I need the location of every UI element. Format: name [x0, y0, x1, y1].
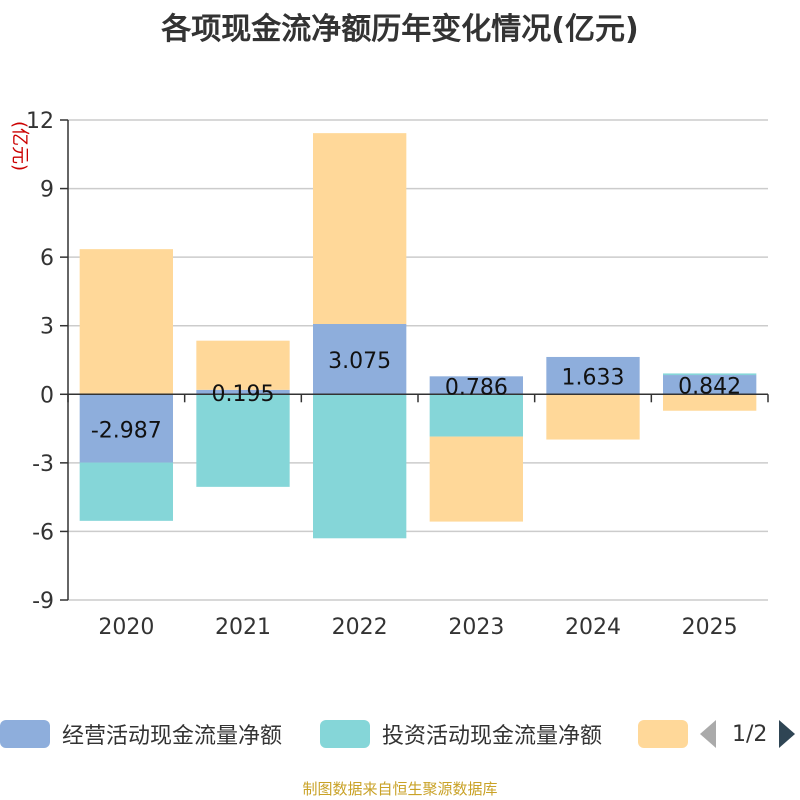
data-label: 3.075	[328, 349, 391, 374]
y-axis-label: (亿元)	[9, 121, 30, 171]
y-tick-label: 9	[40, 178, 54, 203]
bar-operating-2020	[79, 394, 173, 463]
pager-page-indicator: 1/2	[732, 721, 768, 747]
legend-item-operating[interactable]: 经营活动现金流量净额	[0, 716, 282, 752]
y-tick-label: -6	[32, 520, 54, 545]
bar-operating-2023	[429, 376, 523, 395]
x-tick-label: 2021	[215, 615, 271, 640]
data-label: 1.633	[562, 366, 625, 391]
bar-operating-2024	[546, 356, 640, 395]
data-label: 0.786	[445, 375, 508, 400]
legend-item-investing[interactable]: 投资活动现金流量净额	[320, 716, 602, 752]
bar-financing-2023	[429, 436, 523, 522]
data-label: -2.987	[91, 418, 162, 443]
data-label: 0.195	[212, 382, 275, 407]
bar-financing-2022	[313, 133, 407, 324]
bar-financing-2021	[196, 340, 290, 390]
bar-investing-2021	[196, 394, 290, 487]
legend-swatch-operating	[0, 720, 50, 748]
x-tick-label: 2023	[448, 615, 504, 640]
bar-operating-2021	[196, 389, 290, 395]
bar-financing-2024	[546, 394, 640, 440]
x-tick-label: 2022	[332, 615, 388, 640]
bar-investing-2020	[79, 462, 173, 521]
x-tick-label: 2020	[98, 615, 154, 640]
y-tick-label: 3	[40, 315, 54, 340]
bar-financing-2020	[79, 249, 173, 395]
pager-next-icon[interactable]	[779, 720, 796, 748]
y-tick-label: 12	[26, 109, 54, 134]
y-tick-label: 6	[40, 246, 54, 271]
bar-financing-2025	[663, 394, 757, 411]
bar-operating-2025	[663, 375, 757, 395]
bar-operating-2022	[313, 324, 407, 395]
x-tick-label: 2024	[565, 615, 621, 640]
y-tick-label: -9	[32, 589, 54, 614]
y-tick-label: 0	[40, 383, 54, 408]
bar-investing-2023	[429, 394, 523, 437]
chart-area: 12 9 6 3 0 -3 -6 -9 (亿元) 2020 2021 2022 2023 2024 2025…	[9, 109, 769, 640]
legend-swatch-financing	[638, 720, 688, 748]
pager-prev-icon[interactable]	[700, 720, 716, 748]
source-note: 制图数据来自恒生聚源数据库	[302, 780, 498, 798]
legend-label-investing: 投资活动现金流量净额	[382, 724, 603, 749]
chart-title: 各项现金流净额历年变化情况(亿元)	[161, 12, 639, 47]
y-tick-label: -3	[32, 452, 54, 477]
legend-label-operating: 经营活动现金流量净额	[62, 724, 283, 749]
legend: 经营活动现金流量净额 投资活动现金流量净额 1/2	[0, 716, 800, 756]
legend-item-financing[interactable]	[638, 716, 688, 752]
bar-investing-2022	[313, 394, 407, 539]
bar-investing-2025	[663, 373, 757, 376]
data-label: 0.842	[678, 375, 741, 400]
legend-swatch-investing	[320, 720, 370, 748]
x-tick-label: 2025	[682, 615, 738, 640]
legend-pager: 1/2	[700, 716, 796, 752]
